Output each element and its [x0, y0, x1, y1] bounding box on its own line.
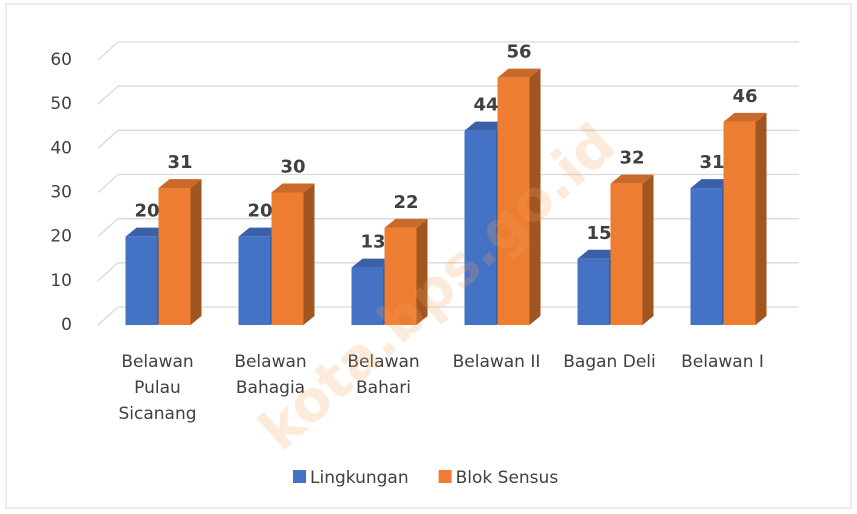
bar: [125, 236, 158, 325]
legend-swatch: [293, 470, 306, 483]
bar-top: [610, 174, 654, 184]
legend-swatch: [438, 470, 452, 483]
value-label: 46: [732, 86, 757, 107]
bar-top: [351, 258, 395, 268]
y-tick-label: 40: [50, 138, 72, 158]
bar: [690, 188, 723, 325]
grid-line: [97, 41, 799, 61]
value-label: 32: [619, 148, 644, 169]
grid-line: [97, 306, 799, 326]
value-label: 31: [167, 152, 192, 173]
value-label: 20: [247, 201, 272, 222]
y-tick-label: 60: [50, 50, 72, 70]
grid-line: [97, 218, 799, 238]
grid-line: [97, 173, 799, 193]
value-label: 13: [360, 232, 385, 253]
value-label: 31: [699, 152, 724, 173]
bar-top: [497, 68, 541, 78]
y-tick-label: 30: [50, 183, 72, 203]
bar: [464, 130, 497, 325]
bar-top: [271, 183, 315, 193]
bar-side: [529, 68, 541, 326]
y-tick-label: 50: [50, 94, 72, 114]
bar: [723, 121, 756, 325]
bar-side: [190, 179, 202, 325]
y-tick-label: 0: [61, 315, 72, 335]
y-tick-label: 10: [50, 271, 72, 291]
bar-top: [158, 179, 202, 189]
bar-top: [125, 227, 169, 237]
legend-label: Blok Sensus: [456, 468, 559, 488]
bar-side: [755, 112, 767, 325]
bar: [577, 258, 610, 325]
bar-top: [577, 249, 621, 259]
value-label: 30: [280, 157, 305, 178]
x-tick-label: Belawan Bahagia: [234, 352, 306, 398]
bar-top: [384, 218, 428, 228]
bar: [384, 227, 417, 325]
x-tick-label: Bagan Deli: [563, 352, 655, 372]
legend-label: Lingkungan: [310, 468, 409, 488]
value-label: 15: [586, 223, 611, 244]
bar: [610, 183, 643, 325]
bar: [497, 77, 530, 326]
x-tick-label: Belawan Pulau Sicanang: [118, 352, 196, 424]
grid-line: [97, 129, 799, 149]
bar-side: [416, 218, 428, 325]
grid-line: [97, 85, 799, 105]
bar-top: [690, 179, 734, 189]
bar-top: [464, 121, 508, 131]
grid-line: [97, 262, 799, 282]
x-tick-label: Belawan Bahari: [347, 352, 419, 398]
bar: [238, 236, 271, 325]
value-label: 22: [393, 192, 418, 213]
bar-top: [238, 227, 282, 237]
x-tick-label: Belawan I: [681, 352, 764, 372]
bar: [351, 267, 384, 325]
value-label: 20: [134, 201, 159, 222]
value-label: 44: [473, 95, 498, 116]
bar: [271, 192, 304, 325]
bar-side: [303, 183, 315, 325]
x-tick-label: Belawan II: [453, 352, 541, 372]
bar-side: [642, 174, 654, 325]
y-tick-label: 20: [50, 227, 72, 247]
value-label: 56: [506, 42, 531, 63]
bar: [158, 188, 191, 325]
bar-top: [723, 112, 767, 122]
